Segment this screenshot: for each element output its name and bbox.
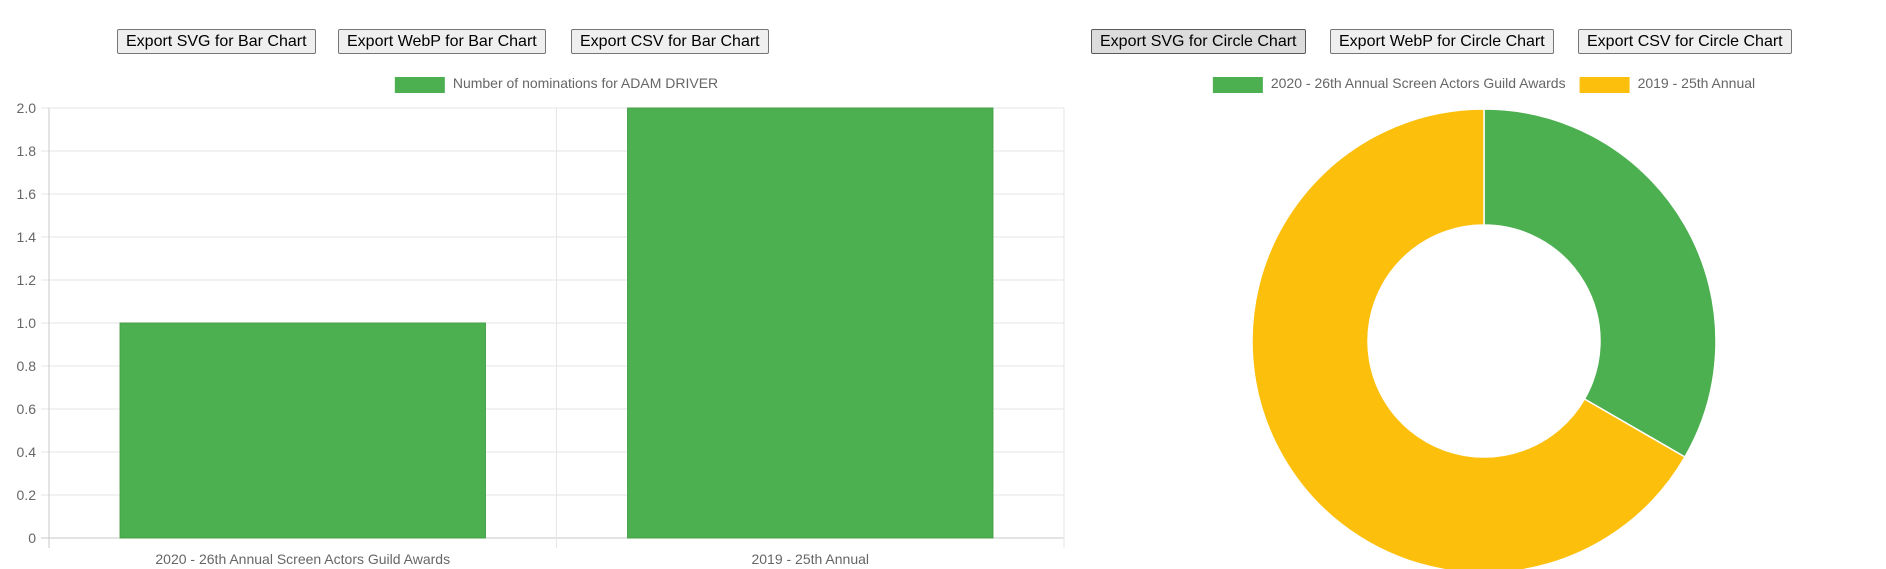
bar-y-tick-label: 0.8 bbox=[17, 358, 37, 374]
bar-series bbox=[119, 107, 994, 539]
bar-chart: 0 0.2 0.4 0.6 0.8 1.0 1.2 1.4 1.6 1.8 2.0 2020 - 2… bbox=[17, 75, 1065, 567]
export-svg-bar-button[interactable]: Export SVG for Bar Chart bbox=[117, 29, 316, 54]
doughnut-chart: 2020 - 26th Annual Screen Actors Guild A… bbox=[1212, 75, 1756, 569]
bar-y-tick-label: 0.4 bbox=[17, 444, 37, 460]
doughnut-slices bbox=[1251, 108, 1717, 569]
bar-y-tick-label: 1.6 bbox=[17, 186, 37, 202]
doughnut-slice[interactable] bbox=[1251, 108, 1686, 569]
export-svg-circle-button[interactable]: Export SVG for Circle Chart bbox=[1091, 29, 1306, 54]
bar-x-tick-label: 2019 - 25th Annual bbox=[751, 551, 869, 567]
bar-x-labels: 2020 - 26th Annual Screen Actors Guild A… bbox=[155, 551, 869, 567]
bar[interactable] bbox=[627, 107, 994, 539]
export-webp-bar-button[interactable]: Export WebP for Bar Chart bbox=[338, 29, 546, 54]
export-csv-bar-button[interactable]: Export CSV for Bar Chart bbox=[571, 29, 769, 54]
doughnut-legend[interactable]: 2020 - 26th Annual Screen Actors Guild A… bbox=[1212, 75, 1756, 93]
doughnut-slice[interactable] bbox=[1483, 108, 1717, 459]
bar-y-tick-label: 0.2 bbox=[17, 487, 37, 503]
bar-y-tick-label: 1.2 bbox=[17, 272, 37, 288]
bar-y-tick-label: 2.0 bbox=[17, 100, 37, 116]
doughnut-legend-label: 2020 - 26th Annual Screen Actors Guild A… bbox=[1271, 75, 1566, 91]
bar-y-tick-label: 0.6 bbox=[17, 401, 37, 417]
export-csv-circle-button[interactable]: Export CSV for Circle Chart bbox=[1578, 29, 1792, 54]
export-webp-circle-button[interactable]: Export WebP for Circle Chart bbox=[1330, 29, 1554, 54]
bar-y-ticks: 0 0.2 0.4 0.6 0.8 1.0 1.2 1.4 1.6 1.8 2.0 bbox=[17, 100, 37, 546]
doughnut-legend-swatch bbox=[1212, 77, 1263, 93]
bar-y-tick-label: 0 bbox=[28, 530, 36, 546]
doughnut-legend-label: 2019 - 25th Annual bbox=[1638, 75, 1756, 91]
bar-legend-swatch bbox=[394, 77, 445, 93]
doughnut-legend-swatch bbox=[1579, 77, 1630, 93]
bar-legend[interactable]: Number of nominations for ADAM DRIVER bbox=[394, 75, 718, 93]
bar-y-tick-label: 1.0 bbox=[17, 315, 37, 331]
bar-x-tick-label: 2020 - 26th Annual Screen Actors Guild A… bbox=[155, 551, 450, 567]
bar[interactable] bbox=[119, 322, 486, 539]
bar-legend-label: Number of nominations for ADAM DRIVER bbox=[453, 75, 718, 91]
bar-y-tick-label: 1.4 bbox=[17, 229, 37, 245]
bar-y-tick-label: 1.8 bbox=[17, 143, 37, 159]
